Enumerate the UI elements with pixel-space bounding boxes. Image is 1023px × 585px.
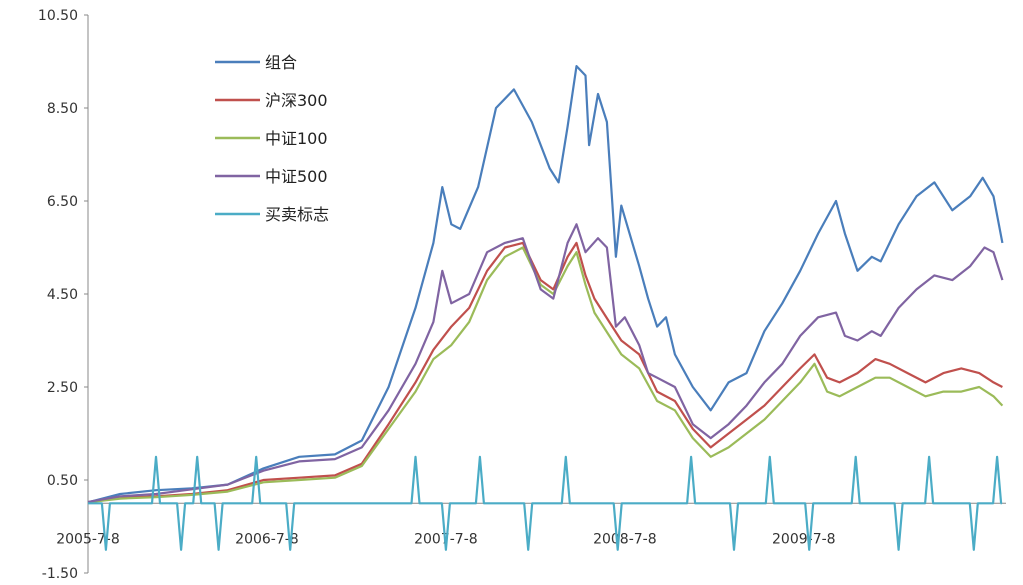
y-axis: 10.50 8.50 6.50 4.50 2.50 0.50 -1.50: [38, 8, 89, 582]
series-lines: [87, 65, 1004, 551]
series-line-4: [88, 455, 1003, 551]
series-line-2: [87, 246, 1004, 504]
series-line-3: [87, 223, 1004, 503]
y-tick-label: 10.50: [38, 8, 78, 24]
legend-label: 组合: [265, 53, 297, 72]
series-line-1: [87, 241, 1003, 504]
y-tick-label: -1.50: [42, 566, 78, 582]
legend-label: 沪深300: [265, 91, 328, 110]
x-tick-label: 2008-7-8: [593, 531, 657, 547]
y-tick-label: 8.50: [47, 101, 78, 117]
y-tick-label: 6.50: [47, 194, 78, 210]
x-tick-label: 2006-7-8: [235, 531, 299, 547]
y-tick-label: 2.50: [47, 380, 78, 396]
x-tick-label: 2009-7-8: [772, 531, 836, 547]
legend-label: 中证500: [265, 167, 328, 186]
y-tick-label: 4.50: [47, 287, 78, 303]
series-line-0: [87, 65, 1004, 504]
x-tick-label: 2005-7-8: [56, 531, 120, 547]
legend-label: 中证100: [265, 129, 328, 148]
y-tick-label: 0.50: [47, 473, 78, 489]
legend-label: 买卖标志: [265, 205, 329, 224]
